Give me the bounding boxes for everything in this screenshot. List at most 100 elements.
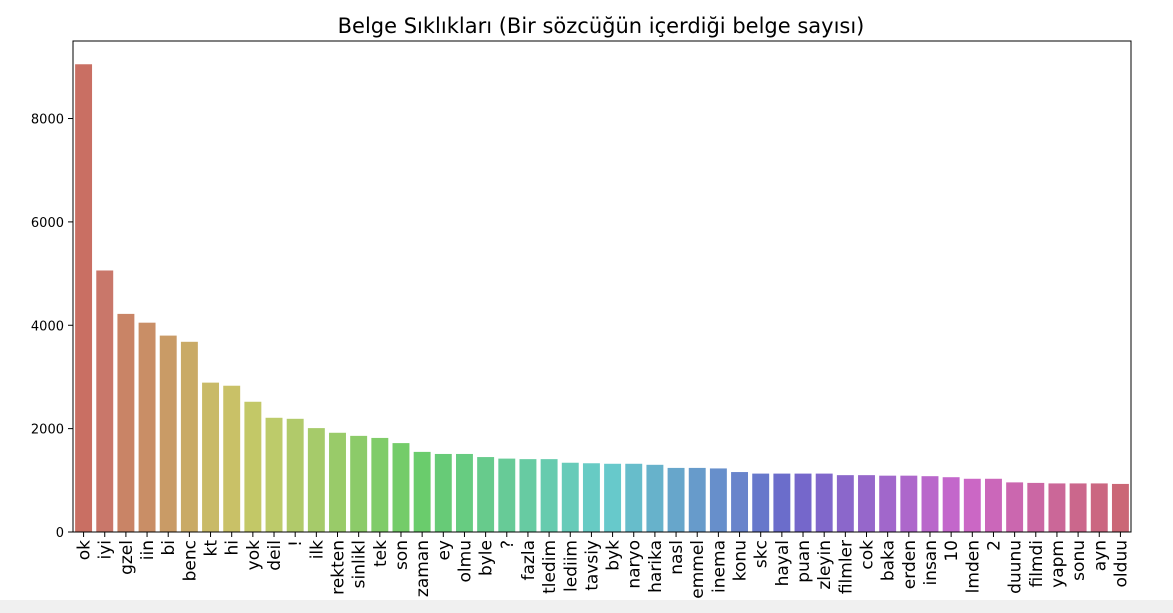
y-tick-label: 0 — [56, 526, 64, 541]
x-tick-label: lediim — [561, 540, 581, 592]
bar-20 — [498, 458, 516, 532]
x-tick-label: byk — [604, 540, 624, 571]
bar-35 — [815, 473, 833, 532]
bar-47 — [1069, 483, 1087, 532]
bars — [75, 64, 1129, 532]
x-tick-label: skc — [752, 540, 772, 568]
bar-3 — [138, 322, 156, 532]
x-tick-label: ayn — [1090, 540, 1110, 571]
x-tick-label: byle — [477, 540, 497, 576]
x-tick-label: puan — [794, 540, 814, 583]
bar-34 — [794, 473, 812, 532]
bar-19 — [477, 457, 495, 532]
x-tick-label: benc — [180, 540, 200, 581]
y-tick-label: 4000 — [31, 319, 64, 334]
x-tick-label: 2 — [984, 540, 1004, 551]
bar-40 — [921, 476, 939, 532]
bar-16 — [413, 451, 431, 532]
x-tick-label: ey — [434, 540, 454, 561]
bar-7 — [223, 385, 241, 532]
bar-15 — [392, 443, 410, 532]
x-tick-label: yapm — [1048, 540, 1068, 588]
x-tick-label: tavsiy — [582, 540, 602, 591]
bar-41 — [942, 477, 960, 532]
x-tick-label: tledim — [540, 540, 560, 594]
x-tick-label: deil — [265, 540, 285, 571]
bar-31 — [731, 472, 749, 532]
bar-17 — [434, 453, 452, 532]
bar-23 — [561, 462, 579, 532]
x-tick-label: tek — [371, 540, 391, 567]
bar-14 — [371, 437, 389, 532]
x-tick-label: inema — [709, 540, 729, 593]
x-tick-label: filmdi — [1027, 540, 1047, 588]
plot-frame — [72, 40, 1132, 533]
x-tick-label: konu — [731, 540, 751, 581]
x-tick-label: 10 — [942, 540, 962, 562]
bar-28 — [667, 467, 685, 532]
x-tick-label: zaman — [413, 540, 433, 597]
bar-46 — [1048, 483, 1066, 532]
x-tick-label: iyi — [96, 540, 116, 560]
bar-12 — [329, 432, 346, 532]
x-tick-label: hi — [223, 540, 243, 556]
bar-26 — [625, 463, 643, 532]
x-tick-label: sonu — [1069, 540, 1089, 581]
bar-29 — [688, 467, 706, 532]
bar-33 — [773, 473, 791, 532]
bar-8 — [244, 401, 262, 532]
x-tick-label: duunu — [1006, 540, 1026, 594]
x-tick-label: insan — [921, 540, 941, 586]
x-tick-label: ? — [498, 540, 518, 549]
bar-22 — [540, 459, 558, 532]
x-tick-label: baka — [879, 540, 899, 581]
chart-title: Belge Sıklıkları (Bir sözcüğün içerdiği … — [338, 14, 865, 38]
x-tick-label: iin — [138, 540, 158, 560]
y-tick-label: 6000 — [31, 216, 64, 231]
x-tick-label: kt — [202, 540, 222, 557]
bar-30 — [709, 468, 727, 532]
x-tick-label: olmu — [455, 540, 475, 582]
bar-0 — [75, 64, 93, 532]
chart-figure: Belge Sıklıkları (Bir sözcüğün içerdiği … — [0, 0, 1173, 600]
x-axis: ok iyi gzel iin bi benc kt hi yok deil! ilk rekten s… — [75, 532, 1131, 599]
bar-37 — [858, 475, 875, 532]
bar-44 — [1006, 482, 1024, 532]
bar-38 — [879, 475, 897, 532]
y-tick-label: 8000 — [31, 113, 64, 128]
bar-36 — [836, 475, 854, 532]
x-tick-label: ! — [286, 540, 306, 547]
x-tick-label: hayal — [773, 540, 793, 586]
x-tick-label: emmel — [688, 540, 708, 599]
bar-48 — [1090, 483, 1108, 532]
bar-42 — [963, 478, 981, 532]
bar-27 — [646, 464, 664, 532]
x-tick-label: olduu — [1111, 540, 1131, 587]
y-axis: 0 2000 4000 6000 8000 — [31, 113, 73, 541]
bar-10 — [286, 418, 304, 532]
bar-chart: Belge Sıklıkları (Bir sözcüğün içerdiği … — [31, 14, 1132, 599]
x-tick-label: naryo — [625, 540, 645, 589]
x-tick-label: nasl — [667, 540, 687, 575]
bar-2 — [117, 313, 135, 532]
bar-11 — [307, 428, 325, 532]
bar-24 — [582, 463, 600, 532]
y-tick-label: 2000 — [31, 423, 64, 438]
bar-43 — [985, 478, 1002, 532]
bar-5 — [180, 341, 198, 532]
bar-25 — [604, 463, 622, 532]
x-tick-label: filmler — [836, 540, 856, 594]
x-tick-label: erden — [900, 540, 920, 589]
bar-39 — [900, 475, 918, 532]
bar-45 — [1027, 482, 1045, 532]
bar-18 — [456, 453, 473, 532]
bar-9 — [265, 417, 283, 532]
x-tick-label: ilk — [307, 540, 327, 559]
x-tick-label: rekten — [329, 540, 349, 595]
bar-13 — [350, 435, 368, 532]
bar-6 — [202, 382, 220, 532]
bar-1 — [96, 270, 114, 532]
bar-4 — [159, 335, 177, 532]
x-tick-label: son — [392, 540, 412, 570]
x-tick-label: sinlikl — [350, 540, 370, 588]
